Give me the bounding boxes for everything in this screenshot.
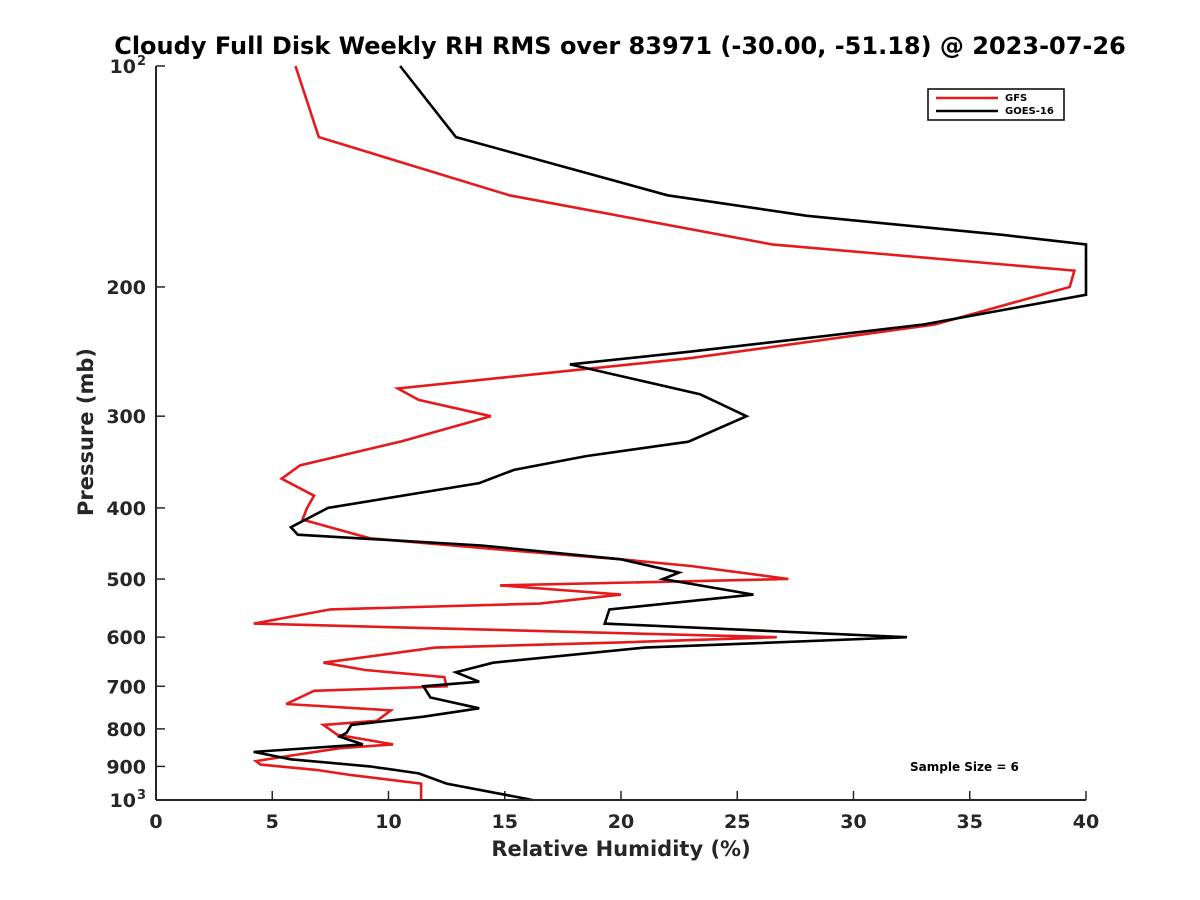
legend-label-goes16: GOES-16: [1005, 106, 1054, 117]
y-tick-label: 10: [110, 790, 136, 812]
y-tick-label: 10: [110, 56, 136, 78]
y-axis-label: Pressure (mb): [74, 348, 98, 516]
y-tick-exponent: 3: [137, 788, 146, 803]
series-line-goes-16: [253, 65, 1088, 802]
series-line-gfs: [252, 65, 1077, 800]
y-tick-label: 200: [106, 277, 146, 299]
x-tick-label: 40: [1073, 811, 1099, 833]
x-tick-label: 10: [375, 811, 401, 833]
x-tick-label: 30: [840, 811, 866, 833]
x-axis-ticks: 0 5 10 15 20 25 30 35 40: [149, 791, 1099, 833]
series-layer: [252, 65, 1088, 802]
y-tick-label: 900: [106, 756, 146, 778]
y-tick-exponent: 2: [137, 54, 146, 69]
legend: GFS GOES-16: [927, 88, 1065, 121]
y-tick-label: 400: [106, 498, 146, 520]
legend-box: [927, 88, 1065, 121]
legend-label-gfs: GFS: [1005, 93, 1027, 104]
y-tick-label: 800: [106, 719, 146, 741]
sample-size-annotation: Sample Size = 6: [910, 760, 1019, 774]
x-tick-label: 25: [724, 811, 750, 833]
y-tick-label: 700: [106, 676, 146, 698]
y-tick-label: 600: [106, 627, 146, 649]
x-tick-label: 20: [608, 811, 634, 833]
x-axis-label: Relative Humidity (%): [491, 837, 750, 861]
x-tick-label: 5: [266, 811, 279, 833]
chart-title: Cloudy Full Disk Weekly RH RMS over 8397…: [114, 32, 1126, 60]
x-tick-label: 35: [957, 811, 983, 833]
x-tick-label: 15: [492, 811, 518, 833]
y-tick-label: 500: [106, 569, 146, 591]
x-tick-label: 0: [149, 811, 162, 833]
y-tick-label: 300: [106, 406, 146, 428]
